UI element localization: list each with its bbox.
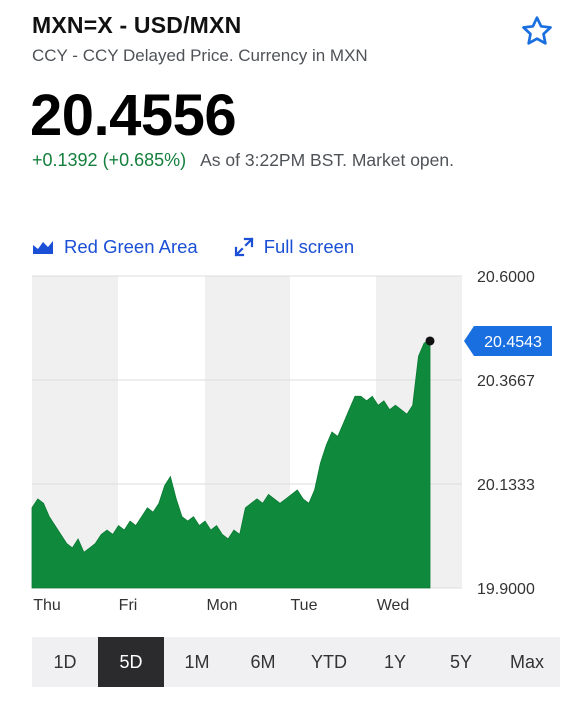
x-tick-label: Fri xyxy=(119,597,138,614)
x-tick-label: Tue xyxy=(291,597,318,614)
watchlist-star-icon[interactable] xyxy=(520,14,554,48)
range-ytd-button[interactable]: YTD xyxy=(311,651,347,672)
y-tick-label: 19.9000 xyxy=(477,581,535,598)
fullscreen-label: Full screen xyxy=(263,236,355,257)
last-price-dot xyxy=(425,336,435,346)
current-value-label: 20.4543 xyxy=(484,334,542,351)
range-1d-button[interactable]: 1D xyxy=(53,651,77,672)
area-chart-icon xyxy=(33,241,53,254)
range-1m-button[interactable]: 1M xyxy=(184,651,210,672)
range-selector: 1D 5D 1M 6M YTD 1Y 5Y Max xyxy=(32,637,560,687)
chart-options: Red Green Area Full screen xyxy=(32,234,354,260)
current-value-tag: 20.4543 xyxy=(464,325,552,356)
expand-icon xyxy=(234,237,254,257)
x-tick-label: Wed xyxy=(377,597,410,614)
fullscreen-button[interactable]: Full screen xyxy=(234,236,354,258)
range-5d-button[interactable]: 5D xyxy=(98,637,164,687)
chart-style-label: Red Green Area xyxy=(64,236,198,257)
range-max-button[interactable]: Max xyxy=(509,651,544,672)
price-area xyxy=(31,340,431,589)
range-5y-button[interactable]: 5Y xyxy=(449,651,473,672)
price-change-row: +0.1392 (+0.685%) As of 3:22PM BST. Marke… xyxy=(32,150,454,171)
chart-style-button[interactable]: Red Green Area xyxy=(32,236,198,258)
y-tick-label: 20.3667 xyxy=(477,373,535,390)
price-change: +0.1392 (+0.685%) xyxy=(32,150,187,170)
y-tick-label: 20.1333 xyxy=(477,477,535,494)
quote-subtitle: CCY - CCY Delayed Price. Currency in MXN xyxy=(32,46,368,65)
y-tick-label: 20.6000 xyxy=(477,270,535,286)
market-status: As of 3:22PM BST. Market open. xyxy=(200,150,454,170)
range-1y-button[interactable]: 1Y xyxy=(383,651,407,672)
current-price: 20.4556 xyxy=(30,83,237,148)
range-6m-button[interactable]: 6M xyxy=(250,651,276,672)
ticker-title: MXN=X - USD/MXN xyxy=(32,12,242,38)
x-tick-label: Mon xyxy=(206,597,237,614)
x-tick-label: Thu xyxy=(33,597,61,614)
price-chart[interactable]: 20.6000 20.3667 20.1333 19.9000 Thu Fri Mon Tu… xyxy=(0,270,577,620)
